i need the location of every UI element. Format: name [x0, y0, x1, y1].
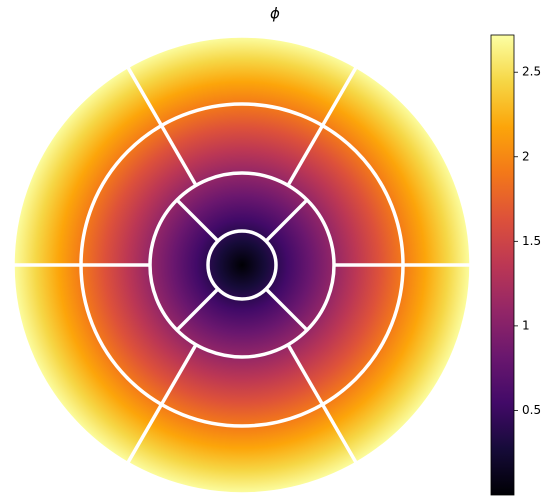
colorbar-tick-label: 2 — [522, 149, 530, 163]
segment-lines — [11, 34, 473, 496]
chart-title: ϕ — [270, 5, 280, 23]
colorbar — [490, 34, 515, 496]
colorbar-tick-label: 1.5 — [522, 234, 541, 248]
colorbar-tick-label: 2.5 — [522, 65, 541, 79]
colorbar-tick-label: 1 — [522, 318, 530, 332]
colorbar-tick-label: 0.5 — [522, 403, 541, 417]
